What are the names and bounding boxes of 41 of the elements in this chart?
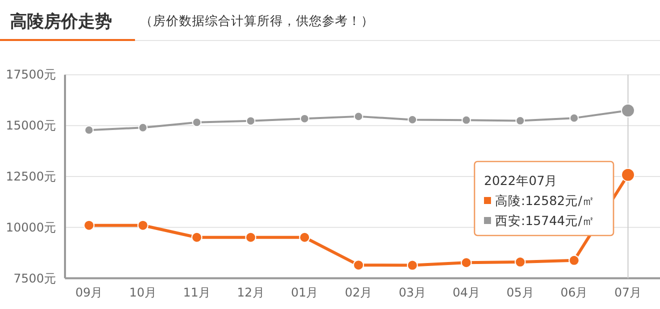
x-tick-label: 06月 xyxy=(560,285,588,300)
x-tick-label: 02月 xyxy=(344,285,372,300)
point xyxy=(569,113,579,123)
y-tick-label: 17500元 xyxy=(6,68,56,82)
x-tick-label: 07月 xyxy=(614,285,642,300)
x-tick-label: 09月 xyxy=(75,285,103,300)
x-tick-label: 03月 xyxy=(398,285,426,300)
annotation: 2022年07月 xyxy=(484,173,558,188)
point xyxy=(84,220,94,231)
point xyxy=(191,232,202,243)
point xyxy=(460,257,472,268)
point xyxy=(568,254,580,266)
point xyxy=(137,220,148,231)
y-tick-label: 10000元 xyxy=(6,220,56,234)
point xyxy=(299,232,310,243)
x-tick-label: 11月 xyxy=(183,285,210,300)
x-tick-label: 01月 xyxy=(290,285,318,300)
point xyxy=(408,114,418,124)
y-tick-label: 12500元 xyxy=(6,170,56,184)
y-tick-label: 15000元 xyxy=(6,118,56,133)
point xyxy=(192,118,202,128)
point xyxy=(462,115,471,125)
x-tick-label: 04月 xyxy=(452,285,480,300)
point xyxy=(406,260,418,271)
x-tick-label: 12月 xyxy=(237,285,264,300)
point xyxy=(245,232,256,243)
x-tick-label: 10月 xyxy=(129,285,157,300)
point xyxy=(138,122,148,132)
point xyxy=(354,112,364,122)
chart-subtitle: （房价数据综合计算所得，供您参考！） xyxy=(140,13,374,28)
point xyxy=(514,256,526,268)
point xyxy=(353,260,364,271)
annotation: 西安:15744元/㎡ xyxy=(495,213,596,228)
point xyxy=(84,125,94,135)
chart-title: 高陵房价走势 xyxy=(10,12,112,32)
point xyxy=(300,114,310,124)
point xyxy=(516,116,525,126)
x-tick-label: 05月 xyxy=(506,285,534,300)
point xyxy=(246,116,256,126)
y-tick-label: 7500元 xyxy=(13,271,56,286)
annotation: 高陵:12582元/㎡ xyxy=(495,193,596,208)
